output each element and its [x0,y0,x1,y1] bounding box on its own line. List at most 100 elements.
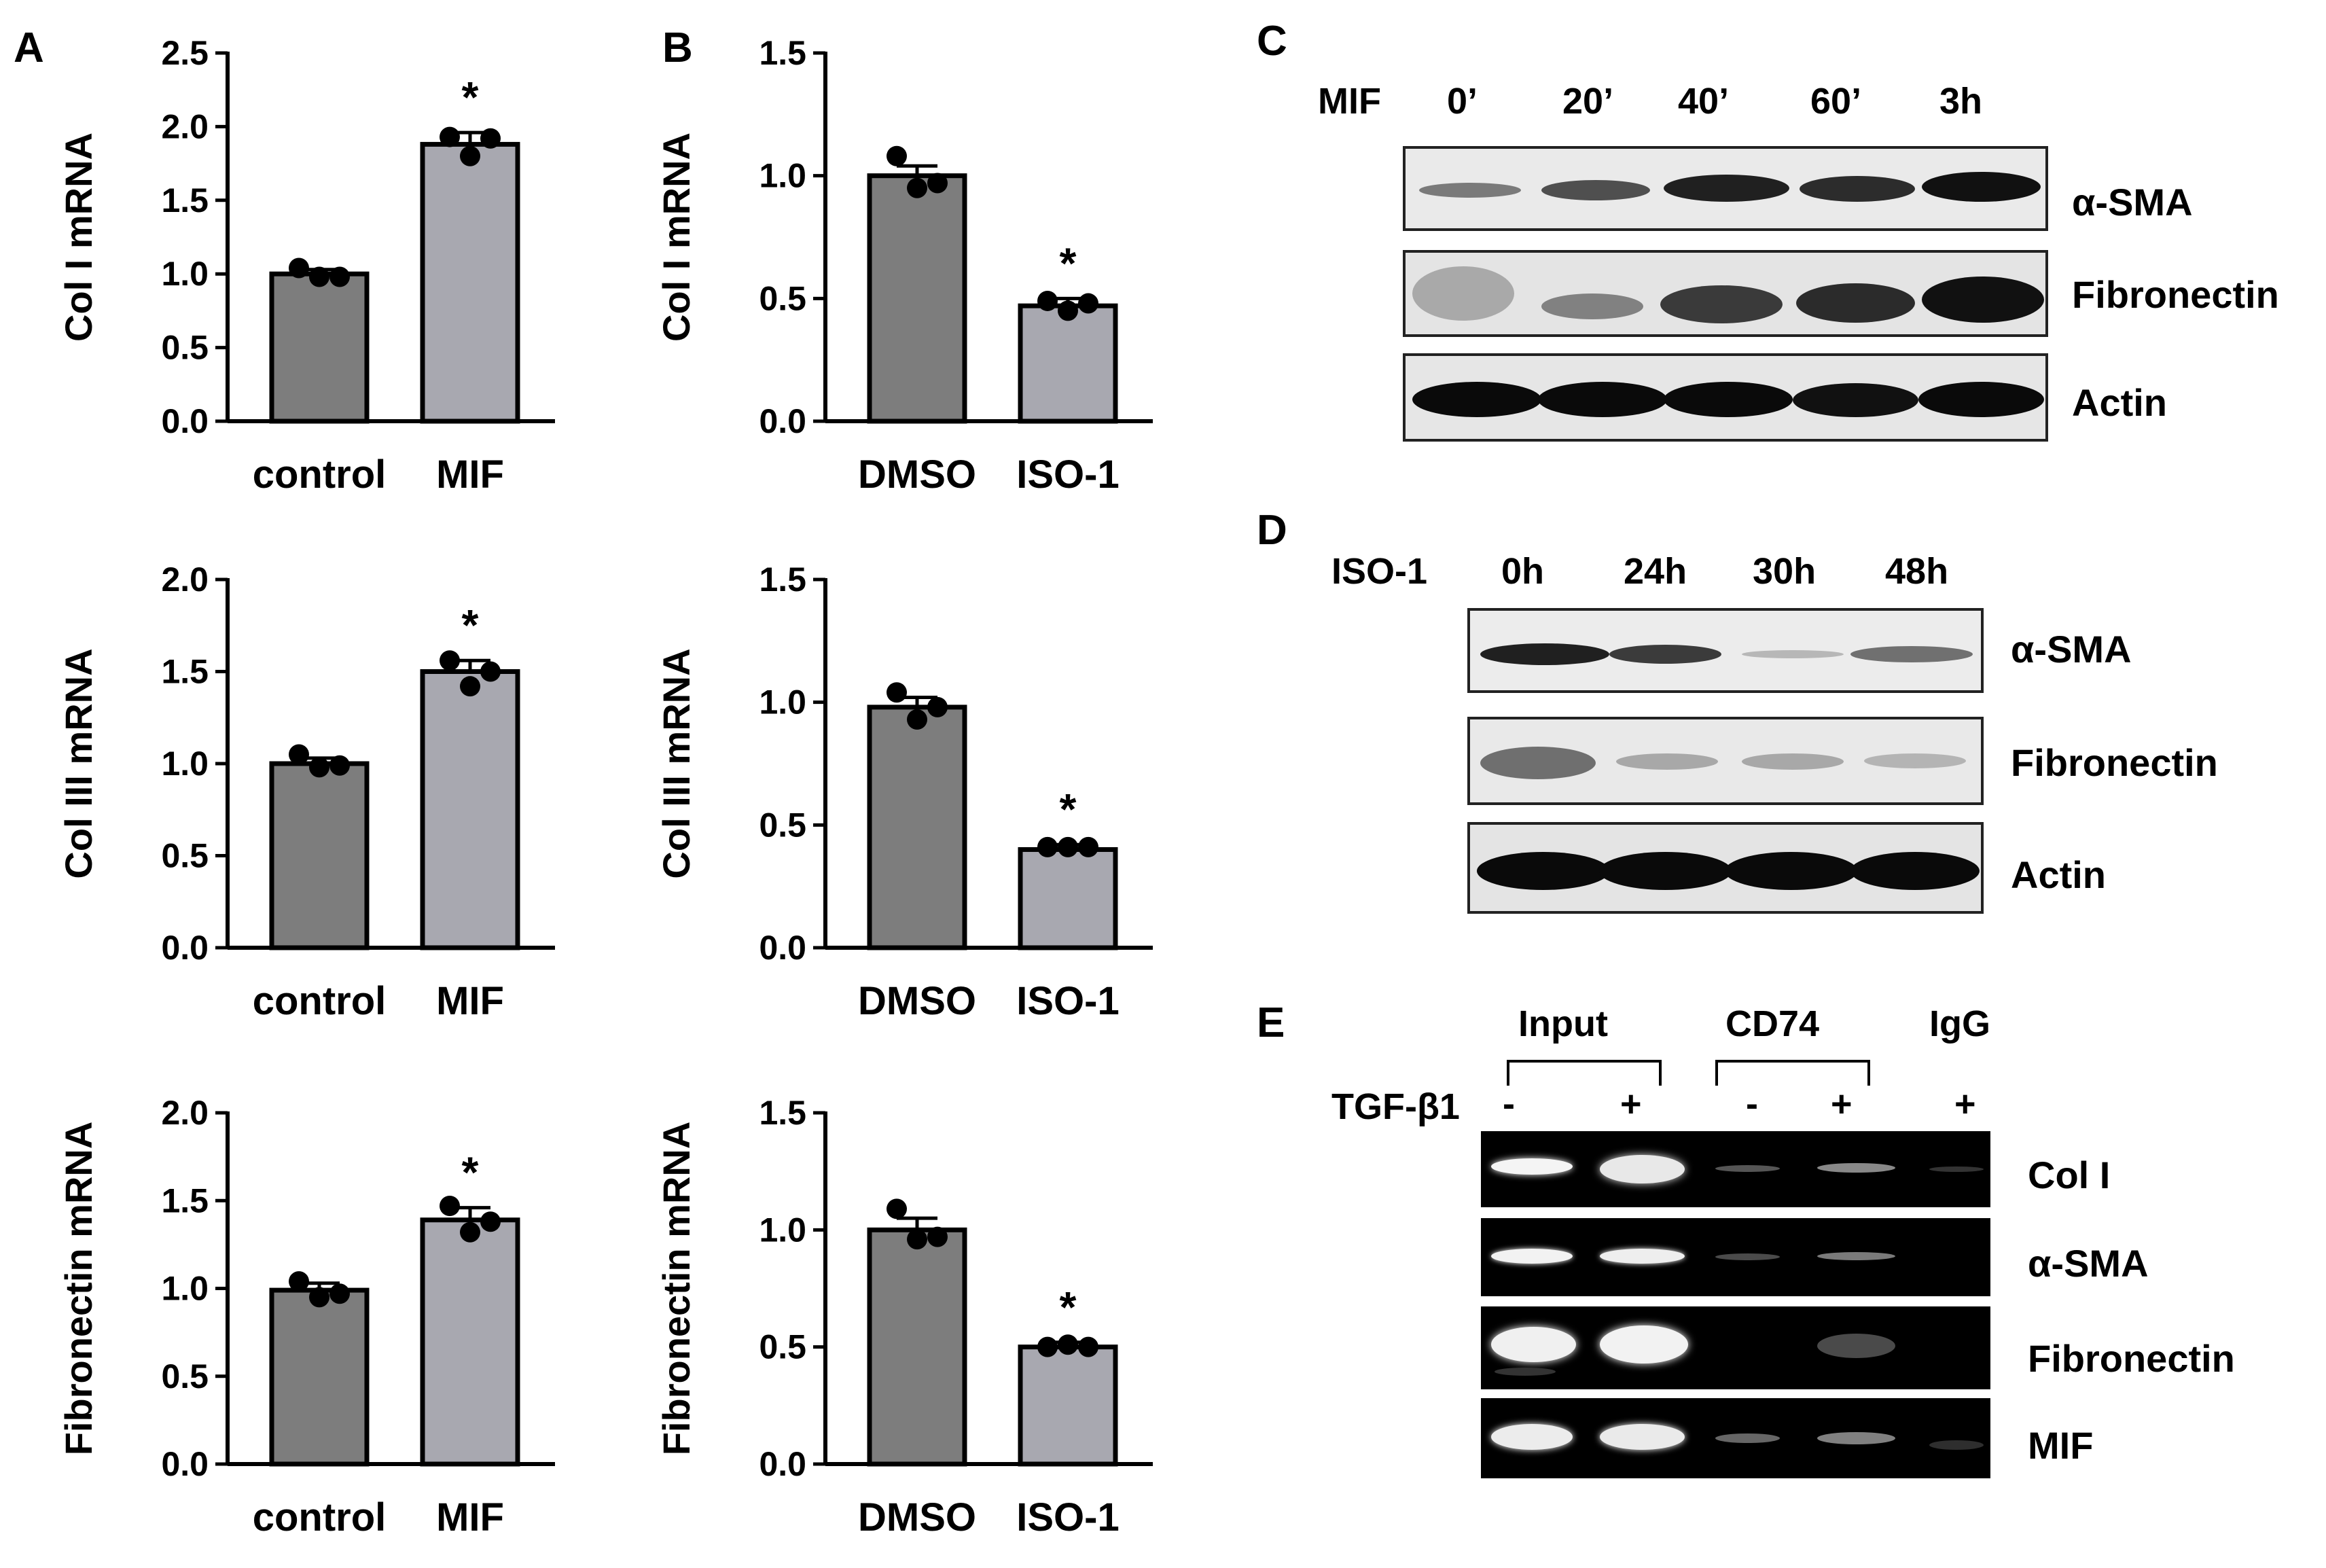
x-tick-label: DMSO [858,979,976,1023]
y-tick-label: 2.0 [161,107,209,145]
data-point [289,257,309,279]
gel-e-sign: + [1831,1084,1853,1124]
gel-e-row-label: Fibronectin [2028,1337,2235,1380]
y-tick-label: 1.5 [759,560,806,599]
y-tick-label: 2.0 [161,560,209,599]
blot-c-lane-label: 20’ [1562,81,1614,122]
blot-d-lane-label: 24h [1624,551,1687,592]
blot-c-lane-label: 3h [1939,81,1983,122]
data-point [329,266,350,287]
data-point [460,676,480,697]
y-tick-label: 1.5 [161,1181,209,1219]
y-tick-label: 1.5 [759,1094,806,1132]
data-point [289,1271,309,1292]
x-tick-label: DMSO [858,452,976,497]
significance-marker: * [462,1148,479,1197]
gel-e: Input CD74 IgG TGF-β1 - + - + + Col I α-… [1318,1005,2323,1508]
y-tick-label: 1.0 [161,255,209,293]
data-point [927,173,948,194]
blot-c-strip-asma [1403,146,2048,231]
blot-d-strip-actin [1467,822,1984,914]
x-tick-label: control [253,452,387,497]
data-point [1058,836,1078,857]
data-point [907,1229,927,1250]
significance-marker: * [462,73,479,122]
data-point [887,1198,907,1219]
blot-d-lane-label: 30h [1753,551,1817,592]
bar [1018,1344,1118,1467]
data-point [907,177,927,198]
gel-e-sign: + [1620,1084,1642,1124]
x-tick-label: ISO-1 [1016,1495,1120,1539]
blot-c-strip-actin [1403,353,2048,442]
x-tick-label: ISO-1 [1016,979,1120,1023]
y-tick-label: 0.0 [161,929,209,967]
blot-c-lane-label: 60’ [1810,81,1862,122]
data-point [887,682,907,703]
data-point [480,128,501,149]
y-tick-label: 1.5 [161,181,209,219]
data-point [1037,1336,1058,1357]
blot-d: ISO-1 0h 24h 30h 48h α-SMA Fibronectin A… [1331,550,2323,917]
panel-label-a: A [14,24,44,71]
significance-marker: * [462,601,479,649]
panel-label-e: E [1257,999,1285,1046]
blot-c-row-label: Actin [2072,381,2167,424]
blot-c-row-label: α-SMA [2072,181,2193,224]
x-tick-label: MIF [436,979,504,1023]
bar [420,669,520,950]
data-point [1078,836,1098,857]
data-point [887,145,907,166]
data-point [309,266,329,287]
y-tick-label: 1.5 [759,34,806,72]
y-tick-label: 1.5 [161,653,209,691]
y-tick-label: 0.5 [161,837,209,875]
data-point [1037,290,1058,311]
x-tick-label: MIF [436,1495,504,1539]
blot-d-strip-fibronectin [1467,717,1984,805]
y-tick-label: 0.5 [759,806,806,844]
data-point [309,1287,329,1308]
data-point [329,1283,350,1304]
gel-e-sign: - [1746,1084,1758,1124]
gel-e-strip-col1 [1481,1131,1990,1207]
gel-e-strip-fibronectin [1481,1306,1990,1389]
y-tick-label: 1.0 [759,157,806,195]
panel-label-b: B [662,24,693,71]
y-axis-label: Col I mRNA [655,132,698,342]
data-point [309,757,329,778]
data-point [1058,1334,1078,1355]
x-tick-label: ISO-1 [1016,452,1120,497]
bar [269,271,370,424]
data-point [927,1226,948,1247]
y-tick-label: 0.0 [161,1445,209,1483]
blot-c: MIF 0’ 20’ 40’ 60’ 3h α-SMA Fibronectin … [1311,75,2323,455]
data-point [329,755,350,776]
y-axis-label: Fibronectin mRNA [57,1122,100,1456]
data-point [460,1222,480,1243]
bar [867,173,967,424]
gel-e-group-label: Input [1518,1003,1608,1044]
chart-b2: Col III mRNA 0.0 0.5 1.0 1.5 DMSO ISO-1 * [655,560,1153,1023]
y-tick-label: 1.0 [161,745,209,783]
gel-e-treatment-label: TGF-β1 [1331,1086,1460,1127]
gel-e-bracket [1507,1060,1662,1086]
bar [269,761,370,950]
blot-d-row-label: Actin [2011,853,2106,896]
data-point [1078,1336,1098,1357]
chart-a1: Col I mRNA 0.0 0.5 1.0 1.5 2.0 2.5 control MIF * [57,34,555,497]
y-axis-label: Col I mRNA [57,132,100,342]
data-point [440,126,460,147]
significance-marker: * [1060,1283,1077,1332]
blot-d-lane-label: 0h [1501,551,1545,592]
gel-e-sign: - [1503,1084,1515,1124]
data-point [480,661,501,682]
data-point [1078,293,1098,314]
chart-a3: Fibronectin mRNA 0.0 0.5 1.0 1.5 2.0 control MI… [57,1094,555,1539]
gel-e-row-label: α-SMA [2028,1242,2149,1285]
y-axis-label: Col III mRNA [57,648,100,878]
blot-c-lane-label: 0’ [1447,81,1478,122]
data-point [289,744,309,765]
blot-d-row-label: Fibronectin [2011,741,2218,784]
data-point [927,696,948,717]
